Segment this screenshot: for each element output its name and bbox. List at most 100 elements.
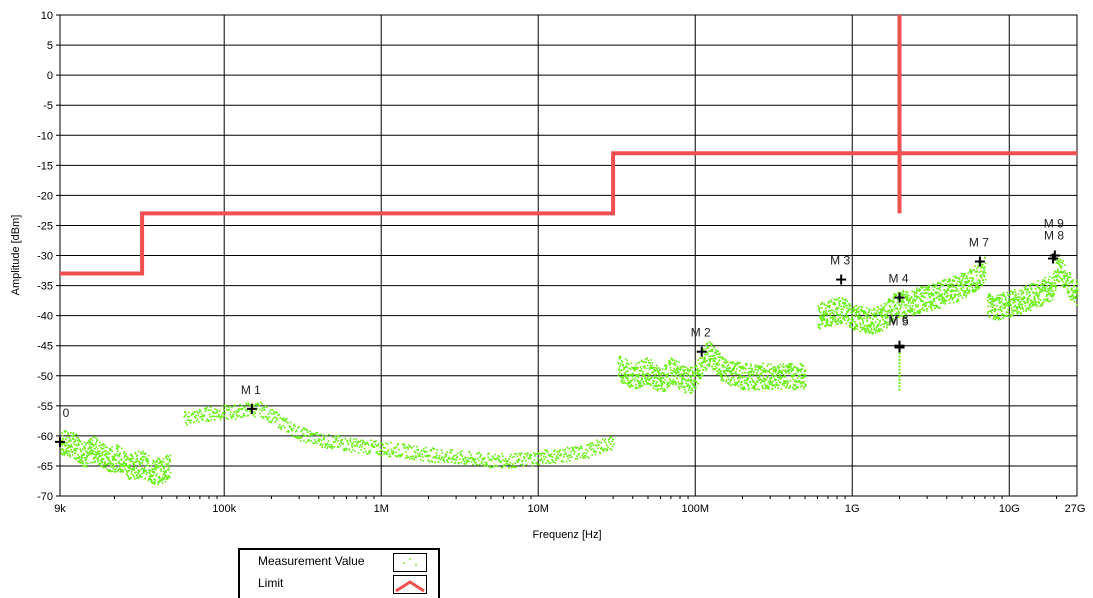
measurement-point bbox=[491, 455, 494, 457]
measurement-point bbox=[492, 466, 494, 468]
measurement-point bbox=[524, 453, 527, 455]
measurement-point bbox=[696, 369, 699, 371]
measurement-point bbox=[71, 446, 73, 448]
measurement-point bbox=[635, 386, 637, 389]
measurement-point bbox=[278, 413, 281, 416]
measurement-point bbox=[686, 375, 688, 377]
measurement-point bbox=[422, 459, 424, 462]
measurement-point bbox=[346, 441, 349, 443]
measurement-point bbox=[123, 465, 126, 467]
measurement-point bbox=[1015, 298, 1018, 301]
measurement-point bbox=[1070, 288, 1072, 291]
measurement-point bbox=[428, 460, 431, 463]
measurement-point bbox=[381, 443, 383, 445]
measurement-point bbox=[756, 372, 758, 374]
measurement-point bbox=[870, 312, 873, 315]
measurement-point bbox=[974, 265, 976, 267]
measurement-point bbox=[1025, 285, 1028, 288]
measurement-point bbox=[687, 373, 689, 375]
measurement-point bbox=[424, 450, 426, 453]
measurement-point bbox=[744, 382, 746, 384]
measurement-point bbox=[739, 374, 741, 376]
measurement-point bbox=[919, 286, 922, 288]
measurement-point bbox=[310, 440, 312, 442]
measurement-point bbox=[819, 328, 821, 330]
measurement-point bbox=[703, 359, 705, 361]
measurement-point bbox=[983, 274, 985, 276]
measurement-point bbox=[951, 280, 954, 282]
measurement-point bbox=[259, 401, 262, 404]
measurement-point bbox=[1071, 298, 1073, 301]
measurement-point bbox=[259, 408, 262, 411]
measurement-point bbox=[587, 443, 590, 446]
measurement-point bbox=[686, 372, 688, 374]
measurement-point bbox=[376, 453, 379, 455]
measurement-point bbox=[990, 298, 993, 301]
measurement-point bbox=[241, 408, 243, 410]
measurement-point bbox=[143, 456, 145, 458]
measurement-point bbox=[923, 303, 926, 306]
measurement-point bbox=[1006, 291, 1008, 294]
measurement-point bbox=[288, 425, 291, 427]
measurement-point bbox=[1022, 308, 1024, 310]
measurement-point bbox=[625, 376, 627, 378]
measurement-point bbox=[319, 438, 321, 441]
measurement-point bbox=[657, 384, 660, 386]
measurement-point bbox=[340, 439, 342, 442]
y-tick-label: -40 bbox=[37, 311, 53, 323]
measurement-point bbox=[275, 419, 278, 422]
measurement-point bbox=[1016, 310, 1018, 312]
measurement-point bbox=[741, 380, 743, 383]
measurement-point bbox=[647, 382, 650, 384]
measurement-point bbox=[1001, 293, 1004, 296]
legend: Measurement Value Limit bbox=[238, 548, 440, 598]
measurement-point bbox=[846, 307, 848, 309]
measurement-point bbox=[90, 462, 92, 464]
measurement-point bbox=[84, 457, 87, 459]
measurement-point bbox=[912, 314, 914, 316]
measurement-point bbox=[125, 465, 128, 467]
measurement-point bbox=[635, 368, 638, 370]
measurement-point bbox=[1053, 276, 1055, 279]
measurement-point bbox=[803, 376, 805, 378]
measurement-point bbox=[849, 305, 852, 307]
measurement-point bbox=[788, 363, 790, 365]
measurement-point bbox=[517, 461, 519, 464]
measurement-point bbox=[939, 306, 941, 309]
measurement-point bbox=[1039, 299, 1042, 301]
measurement-point bbox=[1039, 288, 1041, 291]
measurement-point bbox=[498, 455, 501, 458]
measurement-point bbox=[153, 472, 156, 474]
measurement-point bbox=[169, 471, 172, 474]
measurement-point bbox=[103, 465, 105, 468]
measurement-point bbox=[610, 443, 612, 445]
measurement-point bbox=[823, 318, 826, 320]
measurement-point bbox=[661, 384, 664, 386]
measurement-point bbox=[683, 370, 685, 373]
measurement-point bbox=[165, 463, 168, 465]
measurement-point bbox=[936, 306, 939, 309]
measurement-point bbox=[459, 451, 461, 453]
measurement-point bbox=[104, 466, 107, 468]
measurement-point bbox=[201, 415, 204, 417]
measurement-point bbox=[160, 464, 163, 467]
measurement-point bbox=[320, 433, 322, 436]
chart-grid bbox=[59, 14, 1078, 497]
measurement-point bbox=[798, 381, 801, 384]
measurement-point bbox=[76, 448, 79, 450]
measurement-point bbox=[665, 365, 668, 367]
measurement-point bbox=[378, 453, 380, 455]
measurement-point bbox=[476, 464, 479, 466]
measurement-point bbox=[785, 386, 787, 389]
measurement-point bbox=[618, 371, 621, 374]
measurement-point bbox=[295, 429, 298, 432]
measurement-point bbox=[802, 382, 804, 384]
measurement-point bbox=[497, 455, 500, 457]
measurement-point bbox=[433, 448, 436, 450]
measurement-point bbox=[988, 316, 991, 318]
measurement-point bbox=[837, 318, 839, 320]
measurement-point bbox=[167, 455, 170, 458]
measurement-point bbox=[685, 382, 687, 384]
measurement-point bbox=[773, 376, 775, 378]
measurement-point bbox=[874, 309, 876, 311]
